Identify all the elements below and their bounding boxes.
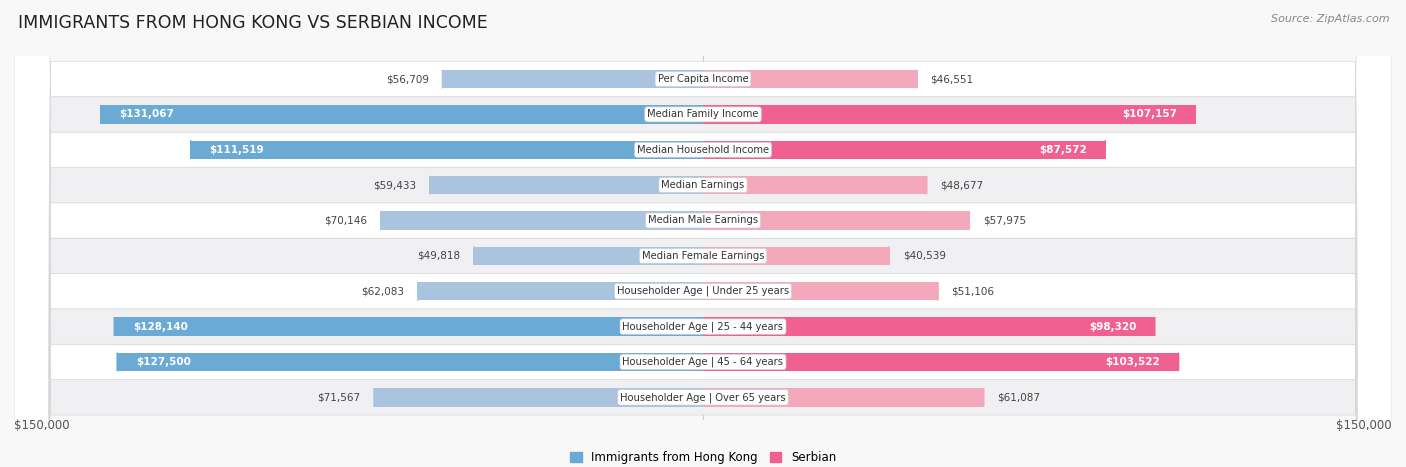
Text: $87,572: $87,572 bbox=[1039, 145, 1087, 155]
Text: Householder Age | 25 - 44 years: Householder Age | 25 - 44 years bbox=[623, 321, 783, 332]
Bar bbox=[381, 211, 703, 230]
Text: $111,519: $111,519 bbox=[209, 145, 264, 155]
Text: Median Male Earnings: Median Male Earnings bbox=[648, 215, 758, 226]
Bar bbox=[703, 141, 1105, 159]
Text: $71,567: $71,567 bbox=[318, 392, 360, 402]
Bar bbox=[703, 105, 1195, 124]
Text: Median Household Income: Median Household Income bbox=[637, 145, 769, 155]
Bar bbox=[474, 247, 703, 265]
Text: $103,522: $103,522 bbox=[1105, 357, 1160, 367]
Bar bbox=[430, 176, 703, 194]
FancyBboxPatch shape bbox=[14, 0, 1392, 467]
Text: $150,000: $150,000 bbox=[1336, 419, 1392, 432]
Bar bbox=[703, 211, 969, 230]
Bar bbox=[101, 105, 703, 124]
FancyBboxPatch shape bbox=[14, 0, 1392, 467]
FancyBboxPatch shape bbox=[14, 0, 1392, 467]
Bar bbox=[443, 70, 703, 88]
Bar bbox=[703, 282, 938, 300]
Bar bbox=[117, 353, 703, 371]
FancyBboxPatch shape bbox=[14, 0, 1392, 467]
Text: $127,500: $127,500 bbox=[136, 357, 191, 367]
Text: $150,000: $150,000 bbox=[14, 419, 70, 432]
Text: Median Earnings: Median Earnings bbox=[661, 180, 745, 190]
Text: Median Family Income: Median Family Income bbox=[647, 109, 759, 120]
Text: Per Capita Income: Per Capita Income bbox=[658, 74, 748, 84]
Bar bbox=[703, 70, 917, 88]
FancyBboxPatch shape bbox=[14, 0, 1392, 467]
Text: $49,818: $49,818 bbox=[418, 251, 460, 261]
Bar bbox=[418, 282, 703, 300]
Text: Source: ZipAtlas.com: Source: ZipAtlas.com bbox=[1271, 14, 1389, 24]
Text: $107,157: $107,157 bbox=[1122, 109, 1177, 120]
Bar bbox=[703, 247, 889, 265]
Text: $61,087: $61,087 bbox=[997, 392, 1040, 402]
Text: $56,709: $56,709 bbox=[385, 74, 429, 84]
Text: $70,146: $70,146 bbox=[323, 215, 367, 226]
Text: $40,539: $40,539 bbox=[903, 251, 946, 261]
Text: $46,551: $46,551 bbox=[931, 74, 974, 84]
Text: Householder Age | 45 - 64 years: Householder Age | 45 - 64 years bbox=[623, 357, 783, 367]
Text: $48,677: $48,677 bbox=[941, 180, 983, 190]
Text: $59,433: $59,433 bbox=[373, 180, 416, 190]
Text: $57,975: $57,975 bbox=[983, 215, 1026, 226]
Text: Median Female Earnings: Median Female Earnings bbox=[641, 251, 765, 261]
Text: Householder Age | Over 65 years: Householder Age | Over 65 years bbox=[620, 392, 786, 403]
Bar bbox=[703, 353, 1178, 371]
Text: $98,320: $98,320 bbox=[1088, 322, 1136, 332]
Bar bbox=[703, 176, 927, 194]
FancyBboxPatch shape bbox=[14, 0, 1392, 467]
Text: $51,106: $51,106 bbox=[952, 286, 994, 296]
FancyBboxPatch shape bbox=[14, 0, 1392, 467]
Bar bbox=[191, 141, 703, 159]
Bar bbox=[703, 318, 1154, 336]
FancyBboxPatch shape bbox=[14, 0, 1392, 467]
Bar bbox=[703, 388, 984, 406]
Legend: Immigrants from Hong Kong, Serbian: Immigrants from Hong Kong, Serbian bbox=[565, 446, 841, 467]
Text: $62,083: $62,083 bbox=[361, 286, 404, 296]
Text: IMMIGRANTS FROM HONG KONG VS SERBIAN INCOME: IMMIGRANTS FROM HONG KONG VS SERBIAN INC… bbox=[18, 14, 488, 32]
Bar bbox=[374, 388, 703, 406]
FancyBboxPatch shape bbox=[14, 0, 1392, 467]
Text: $128,140: $128,140 bbox=[132, 322, 188, 332]
Text: $131,067: $131,067 bbox=[120, 109, 174, 120]
Text: Householder Age | Under 25 years: Householder Age | Under 25 years bbox=[617, 286, 789, 297]
FancyBboxPatch shape bbox=[14, 0, 1392, 467]
Bar bbox=[114, 318, 703, 336]
